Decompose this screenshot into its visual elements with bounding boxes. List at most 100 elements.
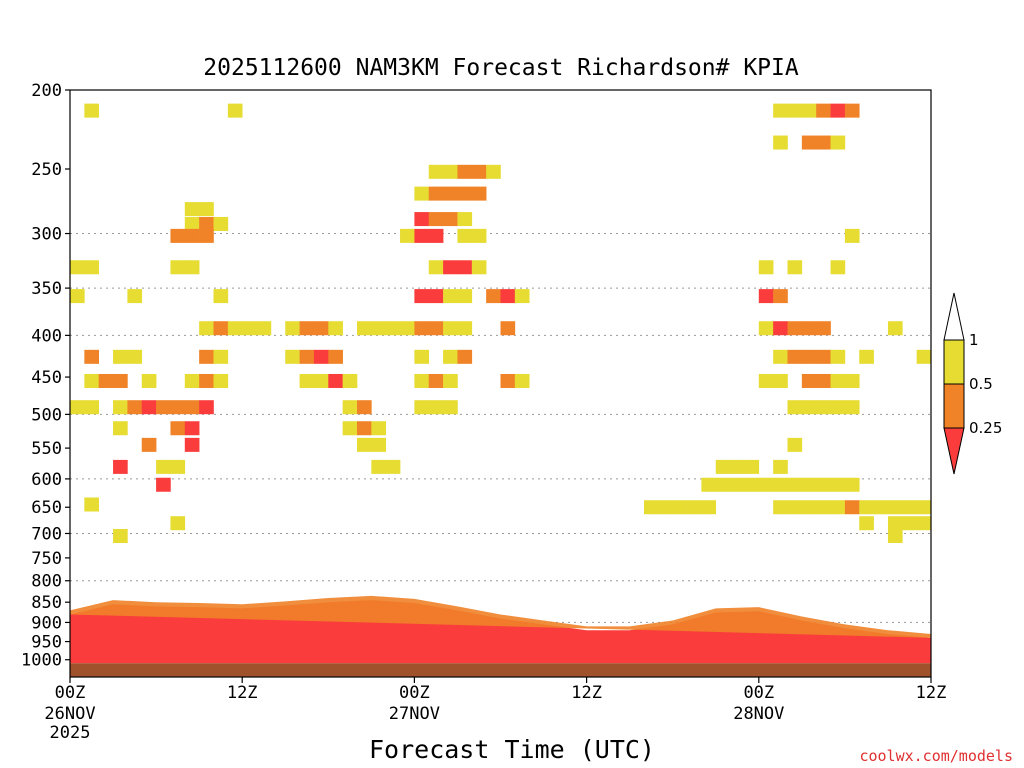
- ri-cell: [773, 103, 788, 118]
- ri-cell: [156, 459, 171, 474]
- ri-cell: [916, 516, 932, 531]
- ri-cell: [371, 421, 386, 436]
- ri-cell: [184, 202, 200, 217]
- ri-cell: [801, 103, 817, 118]
- ri-cell: [199, 216, 214, 231]
- ri-cell: [414, 321, 430, 336]
- ri-cell: [859, 500, 874, 515]
- x-tick-date: 27NOV: [389, 704, 440, 724]
- ri-cell: [170, 421, 186, 436]
- ri-cell: [141, 437, 157, 452]
- legend-label: 0.5: [969, 375, 993, 393]
- ri-cell: [199, 400, 214, 415]
- ri-cell: [730, 459, 745, 474]
- ri-cell: [701, 500, 717, 515]
- ri-cell: [84, 103, 99, 118]
- ri-cell: [443, 260, 458, 275]
- ri-cell: [471, 186, 487, 201]
- ri-cell: [844, 373, 860, 388]
- ri-cell: [170, 516, 186, 531]
- ri-cell: [801, 135, 817, 150]
- ri-cell: [816, 500, 831, 515]
- ri-cell: [371, 459, 386, 474]
- ri-cell: [801, 349, 817, 364]
- ri-cell: [830, 400, 846, 415]
- ri-cell: [98, 373, 114, 388]
- ri-cell: [902, 500, 917, 515]
- ri-cell: [758, 373, 774, 388]
- legend-label: 0.25: [969, 419, 1002, 437]
- ri-cell: [127, 400, 143, 415]
- ri-cell: [443, 186, 458, 201]
- legend-colorbar: 1 0.5 0.25: [943, 292, 1002, 475]
- ri-cell: [313, 373, 329, 388]
- ri-cell: [342, 421, 358, 436]
- ri-cell: [113, 349, 128, 364]
- ri-cell: [428, 164, 444, 179]
- y-tick-label: 850: [31, 593, 62, 613]
- y-tick-label: 250: [31, 160, 62, 180]
- ri-cell: [773, 321, 788, 336]
- ri-cell: [859, 516, 874, 531]
- ri-cell: [471, 260, 487, 275]
- ri-cell: [428, 321, 444, 336]
- ri-cell: [457, 349, 473, 364]
- ri-cell: [457, 164, 473, 179]
- y-tick-label: 900: [31, 613, 62, 633]
- ri-cell: [486, 164, 501, 179]
- ri-cell: [830, 500, 846, 515]
- y-tick-label: 300: [31, 225, 62, 245]
- ri-cell: [844, 500, 860, 515]
- ri-cell: [414, 228, 430, 243]
- credit-text[interactable]: coolwx.com/models: [859, 747, 1013, 765]
- ri-cell: [70, 400, 85, 415]
- ri-cell: [830, 477, 846, 492]
- ri-cell: [443, 349, 458, 364]
- ri-cell: [84, 373, 99, 388]
- ri-cell: [428, 373, 444, 388]
- ri-cell: [443, 289, 458, 304]
- x-tick-label: 12Z: [571, 683, 602, 703]
- ri-cell: [816, 400, 831, 415]
- ri-cell: [701, 477, 717, 492]
- ri-cell: [443, 321, 458, 336]
- ri-cell: [457, 228, 473, 243]
- ri-cell: [428, 228, 444, 243]
- x-tick-label: 12Z: [916, 683, 947, 703]
- ri-cell: [787, 103, 803, 118]
- ri-cell: [773, 459, 788, 474]
- ri-cell: [113, 373, 128, 388]
- y-tick-label: 750: [31, 549, 62, 569]
- y-tick-label: 800: [31, 572, 62, 592]
- ri-cell: [299, 349, 315, 364]
- ri-cell: [844, 228, 860, 243]
- boundary-layer-top: [70, 595, 931, 638]
- ri-cell: [414, 212, 430, 227]
- ri-cell: [658, 500, 673, 515]
- ri-cell: [70, 289, 85, 304]
- y-tick-label: 550: [31, 439, 62, 459]
- ri-cell: [471, 164, 487, 179]
- ri-cell: [227, 103, 243, 118]
- ri-cell: [887, 321, 903, 336]
- ri-cell: [170, 260, 186, 275]
- x-tick-label: 00Z: [55, 683, 86, 703]
- ri-cell: [457, 260, 473, 275]
- ri-cell: [787, 400, 803, 415]
- y-tick-label: 200: [31, 81, 62, 101]
- ri-cell: [141, 373, 157, 388]
- x-tick-label: 00Z: [743, 683, 774, 703]
- ri-cell: [428, 212, 444, 227]
- ri-cell: [170, 228, 186, 243]
- ri-cell: [213, 216, 229, 231]
- ri-cell: [443, 400, 458, 415]
- ri-cell: [199, 228, 214, 243]
- ri-cell: [830, 373, 846, 388]
- ri-cell: [371, 437, 386, 452]
- ri-cell: [385, 321, 401, 336]
- ri-cell: [873, 500, 889, 515]
- ri-cell: [887, 500, 903, 515]
- ri-cell: [500, 321, 516, 336]
- ri-cell: [184, 260, 200, 275]
- ri-cell: [184, 421, 200, 436]
